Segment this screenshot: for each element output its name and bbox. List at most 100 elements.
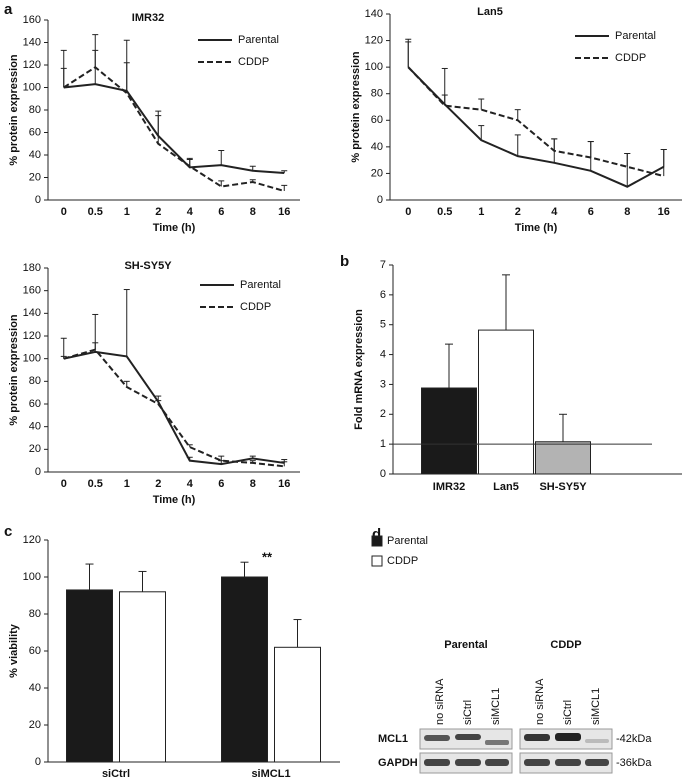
y-tick-label: 100 <box>23 81 41 93</box>
blot-size: -42kDa <box>616 733 652 745</box>
y-tick-label: 20 <box>29 443 41 455</box>
band <box>455 734 481 740</box>
error-bar <box>92 34 99 68</box>
legend-label: CDDP <box>238 56 269 68</box>
chart-title: SH-SY5Y <box>124 260 172 272</box>
error-bar <box>138 570 147 592</box>
x-tick-label: SH-SY5Y <box>539 481 587 493</box>
bar <box>478 329 534 475</box>
y-tick-label: 120 <box>23 59 41 71</box>
x-tick-label: 4 <box>187 206 194 218</box>
y-tick-label: 20 <box>29 719 41 731</box>
panel-label: a <box>4 1 13 18</box>
x-tick-label: 1 <box>478 206 484 218</box>
blot-row: MCL1 <box>378 733 408 745</box>
annotation: ** <box>262 549 273 564</box>
y-tick-label: 2 <box>380 408 386 420</box>
y-tick-label: 20 <box>371 167 383 179</box>
x-tick-label: 16 <box>278 206 290 218</box>
error-bar <box>85 563 94 590</box>
error-bar <box>123 62 130 94</box>
error-bar <box>441 94 448 106</box>
y-axis-label: % viability <box>8 623 20 678</box>
x-axis-label: Time (h) <box>515 222 558 234</box>
y-tick-label: 120 <box>23 534 41 546</box>
error-bar <box>293 619 302 648</box>
band <box>585 759 609 766</box>
y-tick-label: 140 <box>23 307 41 319</box>
y-tick-label: 160 <box>23 285 41 297</box>
y-tick-label: 60 <box>29 645 41 657</box>
series-line <box>407 66 665 188</box>
y-tick-label: 7 <box>380 259 386 271</box>
legend-label: CDDP <box>240 301 271 313</box>
error-bar <box>551 138 558 151</box>
y-tick-label: 60 <box>29 126 41 138</box>
error-bar <box>218 180 225 187</box>
error-bar <box>514 134 521 157</box>
y-axis-label: % protein expression <box>350 51 362 163</box>
lane-label: siMCL1 <box>590 688 602 725</box>
legend-label: Parental <box>238 34 279 46</box>
x-tick-label: 1 <box>124 478 130 490</box>
y-tick-label: 80 <box>29 104 41 116</box>
x-tick-label: 0 <box>61 206 67 218</box>
error-bar <box>123 289 130 357</box>
panel-label: b <box>340 253 349 270</box>
bar <box>421 387 477 475</box>
y-tick-label: 0 <box>35 466 41 478</box>
y-tick-label: 40 <box>29 149 41 161</box>
x-tick-label: 2 <box>155 478 161 490</box>
lane-label: no siRNA <box>434 678 446 725</box>
error-bar <box>240 561 249 577</box>
series-line <box>63 350 285 466</box>
y-tick-label: 80 <box>29 375 41 387</box>
chart-title: Lan5 <box>477 6 503 18</box>
error-bar <box>405 41 412 68</box>
x-tick-label: 6 <box>588 206 594 218</box>
error-bar <box>445 343 453 389</box>
error-bar <box>478 125 485 141</box>
y-tick-label: 0 <box>377 194 383 206</box>
x-tick-label: Lan5 <box>493 481 519 493</box>
y-axis-label: % protein expression <box>8 314 20 426</box>
error-bar <box>624 153 631 167</box>
error-bar <box>155 115 162 144</box>
x-tick-label: 0.5 <box>437 206 452 218</box>
y-tick-label: 60 <box>371 114 383 126</box>
error-bar <box>186 444 193 448</box>
lane-label: siCtrl <box>462 700 474 725</box>
bar <box>119 591 166 763</box>
y-tick-label: 80 <box>29 608 41 620</box>
error-bar <box>218 455 225 461</box>
x-tick-label: IMR32 <box>433 481 465 493</box>
x-tick-label: 8 <box>250 206 256 218</box>
legend-label: Parental <box>387 535 428 547</box>
western-blot: Parental CDDP no siRNA siCtrl siMCL1 no … <box>378 639 652 774</box>
y-tick-label: 20 <box>29 171 41 183</box>
y-axis-label: % protein expression <box>8 54 20 166</box>
error-bar <box>60 49 67 88</box>
error-bar <box>92 342 99 350</box>
x-tick-label: 16 <box>278 478 290 490</box>
y-tick-label: 100 <box>23 353 41 365</box>
error-bar <box>281 184 288 191</box>
error-bar <box>281 461 288 467</box>
band <box>485 740 509 745</box>
y-tick-label: 5 <box>380 319 386 331</box>
legend-label: Parental <box>615 30 656 42</box>
y-tick-label: 140 <box>23 36 41 48</box>
lane-label: siMCL1 <box>490 688 502 725</box>
x-tick-label: 6 <box>218 206 224 218</box>
blot-group: Parental <box>444 639 487 651</box>
y-tick-label: 40 <box>371 141 383 153</box>
x-tick-label: 0.5 <box>88 206 103 218</box>
lane-label: no siRNA <box>534 678 546 725</box>
y-tick-label: 180 <box>23 262 41 274</box>
band <box>424 759 450 766</box>
x-tick-label: 6 <box>218 478 224 490</box>
band <box>485 759 509 766</box>
band <box>455 759 481 766</box>
band <box>524 759 550 766</box>
x-tick-label: 4 <box>551 206 558 218</box>
